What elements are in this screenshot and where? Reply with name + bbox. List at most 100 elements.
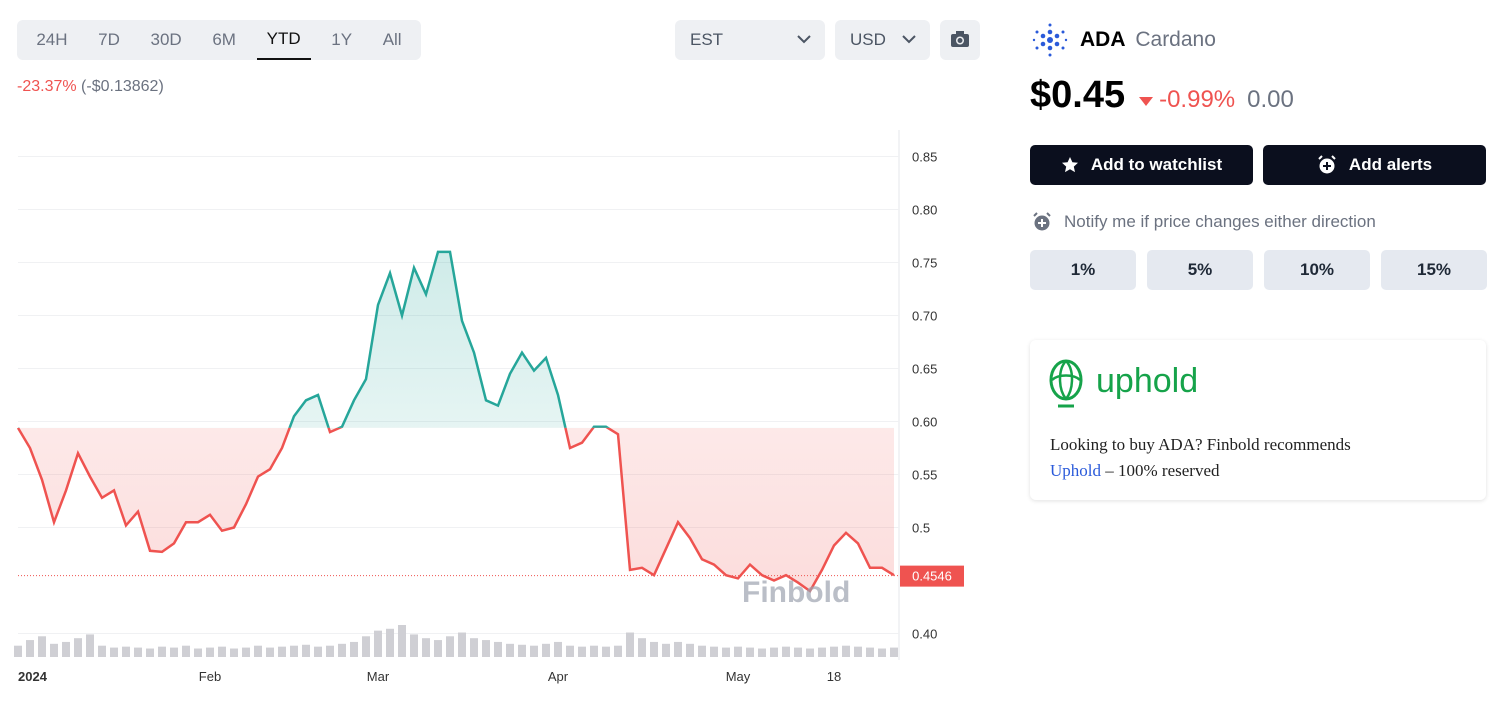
y-tick-label: 0.55 [912, 468, 937, 483]
volume-bar [638, 638, 646, 657]
volume-bar [470, 638, 478, 657]
screenshot-button[interactable] [940, 20, 980, 60]
currency-select[interactable]: USD [835, 20, 930, 60]
volume-bar [698, 645, 706, 657]
change-percent: -23.37% [17, 78, 77, 95]
y-tick-label: 0.40 [912, 627, 937, 642]
y-tick-label: 0.75 [912, 256, 937, 271]
volume-bar [506, 643, 514, 657]
volume-bar [854, 646, 862, 657]
volume-bar [542, 643, 550, 657]
threshold-button[interactable]: 1% [1030, 250, 1136, 290]
volume-bar [890, 647, 898, 657]
volume-bar [134, 647, 142, 657]
star-icon [1061, 157, 1078, 173]
price-line-up [18, 250, 611, 428]
volume-bar [362, 636, 370, 657]
coin-price: $0.45 [1030, 74, 1126, 116]
x-tick-label: Mar [367, 669, 390, 684]
last-price-tag [900, 565, 964, 587]
volume-bar [182, 645, 190, 657]
promo-brand: uphold [1096, 362, 1199, 400]
volume-bar [350, 641, 358, 657]
y-tick-label: 0.85 [912, 150, 937, 165]
volume-bar [206, 647, 214, 657]
volume-bar [770, 647, 778, 657]
range-button[interactable]: All [382, 30, 402, 49]
volume-bar [50, 643, 58, 657]
volume-bar [326, 645, 334, 657]
volume-bar [458, 632, 466, 657]
alarm-icon [1318, 155, 1336, 174]
uphold-logo [1049, 359, 1083, 408]
promo-card: uphold Looking to buy ADA? Finbold recom… [1030, 340, 1486, 500]
volume-bar [242, 647, 250, 657]
timezone: EST [690, 30, 724, 49]
notify-text: Notify me if price changes either direct… [1064, 212, 1376, 231]
threshold-button[interactable]: 5% [1147, 250, 1253, 290]
timezone-select[interactable]: EST [675, 20, 825, 60]
volume-bar [290, 645, 298, 657]
volume-bar [710, 646, 718, 657]
y-tick-label: 0.70 [912, 309, 937, 324]
notify-row: Notify me if price changes either direct… [1032, 212, 1376, 232]
range-button[interactable]: 6M [212, 30, 236, 49]
volume-bar [662, 643, 670, 657]
chevron [797, 35, 811, 44]
volume-bar [194, 648, 202, 657]
last-price-label: 0.4546 [912, 569, 952, 584]
price-row: $0.45 -0.99% 0.00 [1030, 74, 1294, 117]
range-button[interactable]: YTD [256, 20, 311, 60]
coin-change-percent: -0.99% [1159, 86, 1236, 113]
alerts-button[interactable]: Add alerts [1263, 145, 1486, 185]
volume-bar [146, 648, 154, 657]
volume-bar [386, 628, 394, 657]
promo-suffix: – 100% reserved [1105, 461, 1220, 480]
change-amount: (-$0.13862) [81, 78, 164, 95]
volume-bar [626, 632, 634, 657]
volume-bar [230, 648, 238, 657]
range-button[interactable]: 1Y [331, 30, 353, 49]
area-up [289, 251, 608, 428]
volume-bar [842, 645, 850, 657]
area-down [18, 427, 894, 592]
volume-bar [254, 645, 262, 657]
volume-bar [806, 648, 814, 657]
promo-link[interactable]: Uphold [1050, 461, 1101, 480]
coin-header: ADA Cardano [1080, 28, 1216, 52]
volume-bar [338, 643, 346, 657]
x-tick-label: May [726, 669, 751, 684]
volume-bar [686, 643, 694, 657]
volume-bar [26, 640, 34, 657]
camera-icon [951, 31, 969, 47]
volume-bar [482, 640, 490, 657]
y-tick-label: 0.65 [912, 362, 937, 377]
range-button[interactable]: 30D [150, 30, 182, 49]
watermark: Finbold [742, 576, 850, 609]
price-chart: 0.40 0.5 0.55 0.60 0.65 0.70 0.75 0.80 0.85 2024 F… [14, 130, 964, 684]
range-button[interactable]: 7D [98, 30, 120, 49]
watchlist-label: Add to watchlist [1090, 155, 1223, 174]
range-button[interactable]: 24H [36, 30, 68, 49]
volume-bar [566, 645, 574, 657]
threshold-button[interactable]: 15% [1381, 250, 1487, 290]
y-tick-label: 0.5 [912, 521, 930, 536]
volume-bar [170, 647, 178, 657]
volume-bar [734, 646, 742, 657]
volume-bar [14, 645, 22, 657]
volume-bar [614, 645, 622, 657]
volume-bar [590, 645, 598, 657]
volume-bar [374, 630, 382, 657]
volume-bar [122, 646, 130, 657]
volume-bar [530, 645, 538, 657]
volume-bar [422, 638, 430, 657]
volume-bar [38, 636, 46, 657]
y-tick-label: 0.60 [912, 415, 937, 430]
x-tick-label: Feb [199, 669, 221, 684]
threshold-button[interactable]: 10% [1264, 250, 1370, 290]
volume-bar [410, 634, 418, 657]
promo-sentence: Looking to buy ADA? Finbold recommends [1050, 435, 1351, 454]
watchlist-button[interactable]: Add to watchlist [1030, 145, 1253, 185]
volume-bar [554, 641, 562, 657]
volume-bar [494, 641, 502, 657]
